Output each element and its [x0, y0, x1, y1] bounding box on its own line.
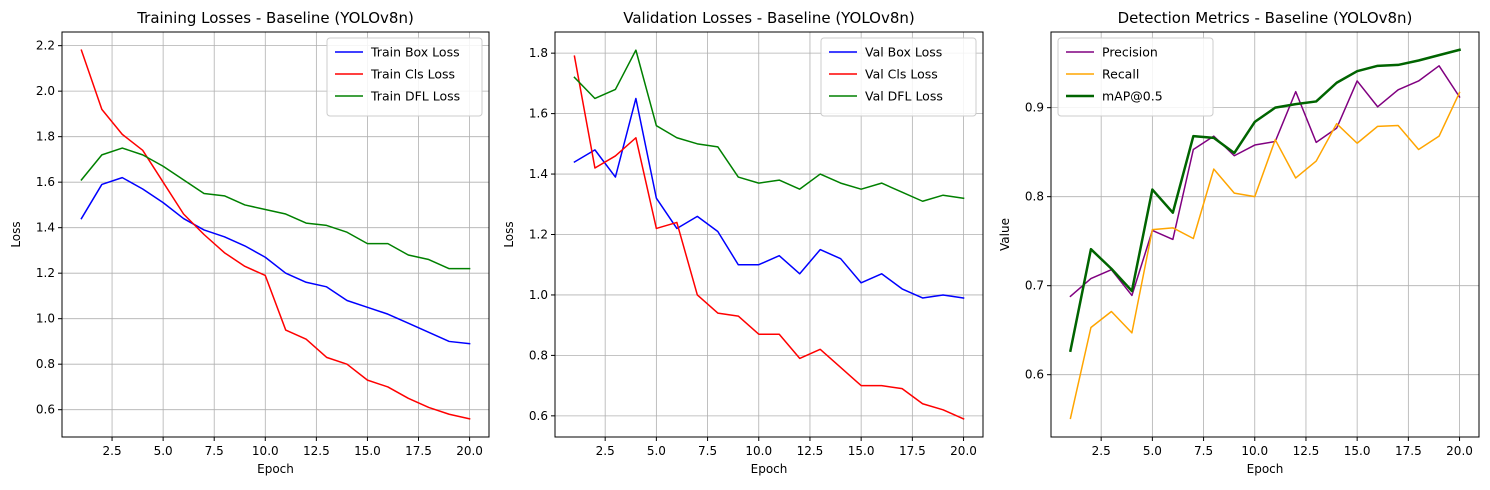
legend-box [1057, 37, 1214, 117]
y-tick-label: 0.8 [1025, 190, 1044, 204]
y-tick-label: 1.8 [36, 130, 55, 144]
legend-label: Val Cls Loss [865, 67, 938, 82]
y-tick-label: 1.0 [36, 312, 55, 326]
y-tick-label: 1.2 [529, 228, 548, 242]
legend-box [326, 37, 483, 117]
x-tick-label: 5.0 [647, 444, 666, 458]
y-axis-label: Loss [502, 221, 516, 247]
x-tick-label: 7.5 [698, 444, 717, 458]
legend: Train Box Loss Train Cls Loss Train DFL Lo… [326, 37, 483, 117]
x-tick-label: 2.5 [103, 444, 122, 458]
x-tick-label: 5.0 [154, 444, 173, 458]
y-tick-label: 1.8 [529, 46, 548, 60]
y-axis-label: Loss [9, 221, 23, 247]
x-tick-label: 12.5 [1293, 444, 1320, 458]
axes-frame [1050, 31, 1480, 438]
x-tick-label: 12.5 [303, 444, 330, 458]
y-tick-label: 1.4 [36, 221, 55, 235]
x-tick-label: 20.0 [456, 444, 483, 458]
y-tick-label: 2.0 [36, 84, 55, 98]
series-line-3 [573, 49, 965, 202]
legend-box [820, 37, 977, 117]
y-tick-label: 2.2 [36, 39, 55, 53]
x-tick-label: 7.5 [205, 444, 224, 458]
x-tick-label: 17.5 [1395, 444, 1422, 458]
legend-label: Recall [1102, 67, 1139, 82]
legend-label: Val Box Loss [865, 45, 942, 60]
y-axis-label: Value [998, 218, 1012, 251]
legend-label: Train DFL Loss [370, 89, 460, 104]
x-tick-label: 20.0 [950, 444, 977, 458]
x-tick-label: 2.5 [596, 444, 615, 458]
x-tick-label: 2.5 [1092, 444, 1111, 458]
y-tick-label: 0.8 [529, 348, 548, 362]
y-tick-label: 1.6 [529, 107, 548, 121]
legend-label: Train Box Loss [370, 45, 460, 60]
x-tick-label: 10.0 [745, 444, 772, 458]
x-tick-label: 17.5 [405, 444, 432, 458]
x-axis-label: Epoch [257, 462, 294, 476]
legend-label: Precision [1102, 45, 1158, 60]
chart-title: Training Losses - Baseline (YOLOv8n) [136, 9, 414, 27]
y-tick-label: 1.2 [36, 266, 55, 280]
subplot-1: 2.5 5.0 7.5 10.0 12.5 15.0 17.5 20.0 0.6 0.8 1.0 1.… [9, 9, 490, 476]
series-line-1 [1069, 65, 1461, 298]
x-tick-label: 20.0 [1446, 444, 1473, 458]
x-tick-label: 15.0 [848, 444, 875, 458]
x-tick-label: 17.5 [899, 444, 926, 458]
y-tick-label: 1.4 [529, 167, 548, 181]
y-tick-label: 0.9 [1025, 101, 1044, 115]
series-line-2 [573, 55, 965, 420]
series-line-1 [80, 176, 471, 345]
subplot-2: 2.5 5.0 7.5 10.0 12.5 15.0 17.5 20.0 0.6 0.8 1.0 1.… [502, 9, 984, 476]
series-line-2 [80, 49, 471, 420]
x-tick-label: 10.0 [252, 444, 279, 458]
x-tick-label: 15.0 [354, 444, 381, 458]
subplot-3: 2.5 5.0 7.5 10.0 12.5 15.0 17.5 20.0 0.6 0.7 0.8 0.… [998, 9, 1480, 476]
legend: Val Box Loss Val Cls Loss Val DFL Loss [820, 37, 977, 117]
x-axis-label: Epoch [1247, 462, 1284, 476]
x-tick-label: 5.0 [1143, 444, 1162, 458]
y-tick-label: 0.6 [529, 409, 548, 423]
y-tick-label: 0.7 [1025, 279, 1044, 293]
legend: Precision Recall mAP@0.5 [1057, 37, 1214, 117]
y-tick-label: 1.6 [36, 175, 55, 189]
y-tick-label: 0.6 [36, 403, 55, 417]
x-axis-label: Epoch [751, 462, 788, 476]
series-line-3 [1068, 48, 1462, 353]
x-tick-label: 10.0 [1241, 444, 1268, 458]
y-tick-label: 0.6 [1025, 368, 1044, 382]
x-tick-label: 7.5 [1194, 444, 1213, 458]
x-tick-label: 12.5 [797, 444, 824, 458]
axes-frame [61, 31, 490, 438]
x-tick-label: 15.0 [1344, 444, 1371, 458]
chart-title: Validation Losses - Baseline (YOLOv8n) [623, 9, 915, 27]
y-tick-label: 0.8 [36, 357, 55, 371]
series-line-2 [1069, 91, 1461, 420]
series-line-3 [80, 147, 471, 270]
chart-title: Detection Metrics - Baseline (YOLOv8n) [1118, 9, 1413, 27]
legend-label: mAP@0.5 [1102, 89, 1163, 104]
legend-label: Train Cls Loss [370, 67, 455, 82]
legend-label: Val DFL Loss [865, 89, 943, 104]
y-tick-label: 1.0 [529, 288, 548, 302]
series-line-1 [573, 97, 965, 299]
